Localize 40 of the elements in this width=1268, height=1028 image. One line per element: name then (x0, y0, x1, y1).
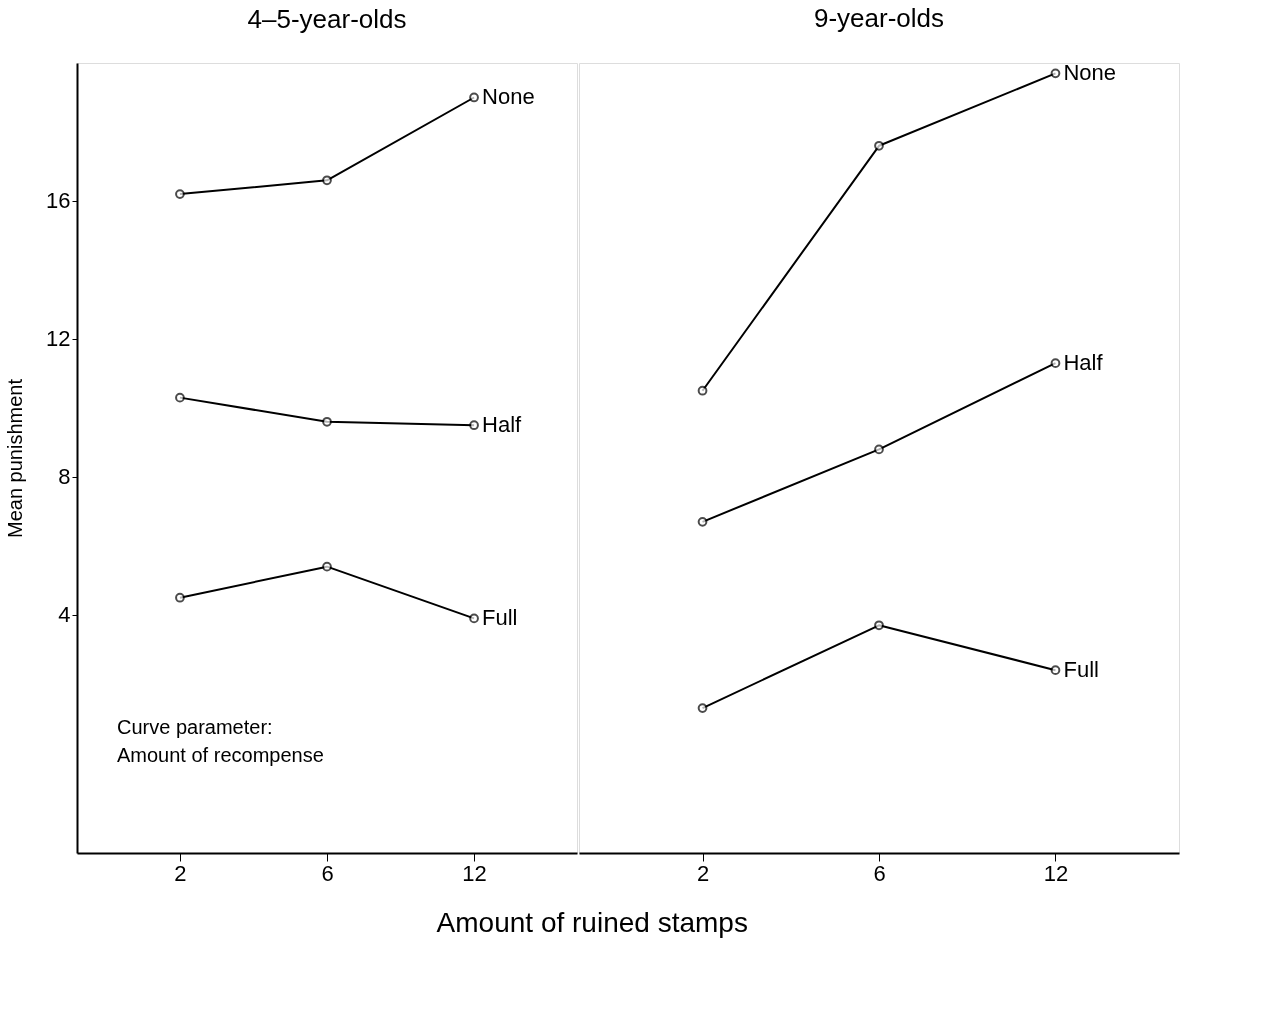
x-axis-title: Amount of ruined stamps (436, 906, 748, 938)
chart-title: 9-year-olds (813, 3, 945, 34)
point (874, 444, 884, 455)
point (1050, 665, 1061, 676)
y-tick-label: 16 (46, 188, 71, 214)
y-tick-label: 4 (58, 602, 71, 628)
point (697, 703, 708, 713)
point (1050, 358, 1061, 368)
point (322, 175, 332, 186)
series-label: Half (482, 412, 523, 438)
point (469, 420, 479, 431)
point (1050, 68, 1061, 79)
series-label: Full (1063, 657, 1099, 683)
y-tick-label: 8 (58, 464, 71, 490)
annotation: Curve parameter: (117, 716, 273, 738)
annotation: Amount of recompense (117, 744, 324, 766)
series-label: None (482, 84, 535, 110)
x-tick-label: 2 (696, 860, 710, 886)
point (469, 613, 479, 624)
series-label: Full (482, 605, 518, 631)
point (322, 416, 332, 427)
series-label: None (1063, 60, 1117, 86)
point (697, 516, 708, 527)
x-tick-label: 12 (1043, 860, 1069, 886)
y-axis-title: Mean punishment (4, 378, 27, 538)
series-label: Half (1063, 350, 1104, 376)
point (175, 592, 185, 603)
point (175, 392, 185, 403)
chart-title: 4–5-year-olds (247, 4, 407, 34)
y-tick-label: 12 (46, 326, 71, 352)
x-tick-label: 2 (174, 860, 187, 886)
point (874, 620, 884, 631)
point (874, 140, 884, 151)
point (175, 189, 185, 199)
x-tick-label: 6 (321, 860, 334, 886)
point (697, 385, 708, 396)
point (469, 92, 479, 103)
x-tick-label: 6 (873, 860, 886, 886)
x-tick-label: 12 (462, 860, 487, 886)
point (322, 561, 332, 572)
